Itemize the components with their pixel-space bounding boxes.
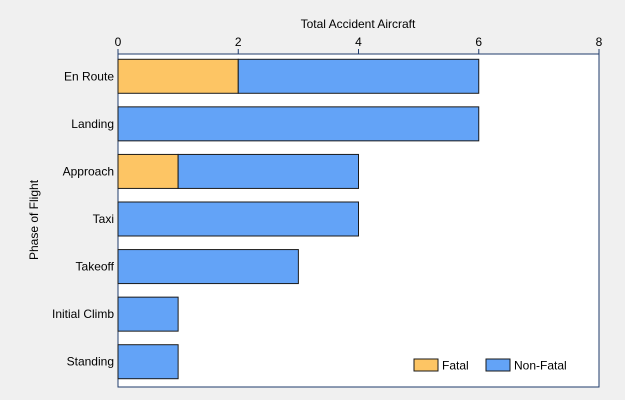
bar-non-fatal xyxy=(117,296,179,332)
x-tick-label: 0 xyxy=(115,35,122,49)
bar-non-fatal xyxy=(177,153,359,189)
x-tick-label: 8 xyxy=(596,35,603,49)
y-tick-label: Approach xyxy=(63,164,114,178)
y-tick-label: Landing xyxy=(71,117,114,131)
y-axis-title: Phase of Flight xyxy=(27,179,41,260)
legend-swatch xyxy=(485,358,511,372)
y-tick-label: Initial Climb xyxy=(52,307,114,321)
x-axis: 0 2 4 6 8 xyxy=(115,35,603,54)
bars xyxy=(117,58,480,380)
legend-swatch xyxy=(413,358,439,372)
x-tick-label: 4 xyxy=(355,35,362,49)
legend-label: Non-Fatal xyxy=(514,359,567,373)
x-tick-label: 2 xyxy=(235,35,242,49)
y-tick-label: Taxi xyxy=(93,212,114,226)
y-tick-label: En Route xyxy=(64,69,114,83)
x-tick-label: 6 xyxy=(475,35,482,49)
y-tick-label: Standing xyxy=(67,355,114,369)
legend: Fatal Non-Fatal xyxy=(413,358,567,373)
x-axis-title: Total Accident Aircraft xyxy=(301,17,416,31)
bar-fatal xyxy=(117,58,239,94)
bar-non-fatal xyxy=(117,249,299,285)
y-axis: En Route Landing Approach Taxi Takeoff Initia… xyxy=(52,69,115,368)
bar-fatal xyxy=(117,153,179,189)
bar-non-fatal xyxy=(117,344,179,380)
bar-non-fatal xyxy=(237,58,480,94)
bar-non-fatal xyxy=(117,201,359,237)
legend-label: Fatal xyxy=(442,359,469,373)
y-tick-label: Takeoff xyxy=(76,260,115,274)
bar-non-fatal xyxy=(117,106,480,142)
